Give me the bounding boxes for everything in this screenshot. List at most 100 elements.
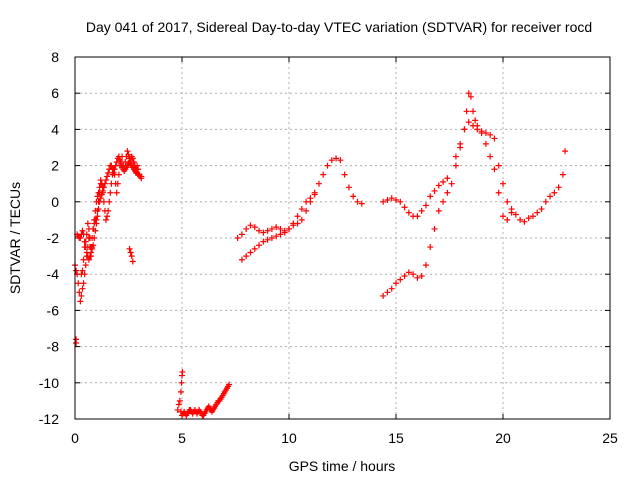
data-point	[491, 166, 498, 173]
data-point	[243, 253, 250, 260]
data-point	[562, 148, 569, 155]
data-point	[234, 235, 241, 241]
data-point	[294, 213, 301, 220]
y-tick-label: -2	[47, 230, 60, 246]
data-point	[103, 216, 110, 223]
data-point	[107, 189, 114, 196]
data-point	[118, 160, 125, 167]
data-point	[84, 220, 91, 227]
y-tick-label: -4	[47, 266, 60, 282]
data-point	[380, 198, 387, 205]
data-point	[73, 267, 80, 274]
data-point	[422, 262, 429, 269]
data-point	[103, 177, 110, 184]
plot-frame	[74, 56, 611, 420]
data-point	[113, 189, 120, 196]
data-point	[111, 166, 118, 173]
data-point	[538, 206, 545, 213]
data-point	[177, 388, 184, 395]
data-point	[115, 153, 122, 160]
data-point	[341, 171, 348, 178]
data-point	[482, 140, 489, 147]
data-point	[384, 196, 391, 203]
data-point	[487, 131, 494, 138]
data-point	[337, 157, 344, 164]
data-point	[78, 292, 85, 299]
data-point	[418, 273, 425, 280]
data-point	[393, 196, 399, 203]
data-point	[277, 225, 284, 232]
data-point	[92, 227, 99, 234]
data-point	[226, 381, 233, 388]
data-point	[410, 271, 417, 278]
data-point	[128, 253, 135, 260]
data-point	[315, 180, 322, 187]
data-point	[97, 177, 104, 184]
data-point	[427, 193, 434, 200]
data-point	[79, 285, 86, 292]
data-point	[80, 231, 87, 238]
data-point	[495, 189, 502, 196]
y-axis-label: SDTVAR / TECUs	[7, 182, 23, 294]
data-point	[435, 207, 442, 214]
data-point	[260, 238, 267, 245]
data-point	[452, 162, 459, 169]
data-point	[86, 253, 93, 260]
x-tick-label: 25	[602, 430, 618, 446]
data-point	[174, 406, 181, 413]
y-tick-label: -6	[47, 302, 60, 318]
data-point	[81, 238, 88, 245]
data-point	[238, 231, 245, 238]
y-tick-label: -8	[47, 339, 60, 355]
series-group	[234, 155, 365, 263]
data-points	[72, 90, 569, 419]
x-tick-label: 0	[71, 430, 79, 446]
data-point	[350, 193, 357, 200]
data-point	[508, 206, 515, 213]
data-point	[448, 180, 455, 187]
data-point	[94, 193, 101, 200]
data-point	[472, 117, 479, 124]
data-point	[260, 229, 267, 236]
data-point	[251, 224, 258, 231]
data-point	[179, 368, 186, 375]
data-point	[303, 198, 310, 205]
data-point	[358, 200, 365, 207]
data-point	[105, 207, 112, 214]
data-point	[298, 206, 305, 213]
data-point	[115, 171, 122, 178]
x-tick-label: 10	[281, 430, 297, 446]
data-point	[91, 216, 98, 223]
data-point	[542, 198, 549, 205]
data-point	[286, 225, 292, 232]
data-point	[82, 262, 89, 269]
data-point	[256, 242, 263, 249]
data-point	[388, 285, 395, 292]
data-point	[397, 198, 404, 205]
data-point	[85, 256, 92, 263]
data-point	[478, 128, 485, 135]
grid-lines	[75, 57, 610, 419]
data-point	[491, 135, 498, 142]
data-point	[298, 216, 305, 223]
data-point	[178, 379, 185, 386]
data-point	[273, 224, 280, 231]
series-group	[174, 368, 233, 419]
y-tick-labels: -12 -10 -8 -6 -4 -2 0 2 4 6 8	[39, 49, 59, 427]
data-point	[307, 195, 314, 202]
data-point	[320, 171, 327, 178]
x-tick-label: 5	[178, 430, 186, 446]
data-point	[82, 244, 89, 251]
data-point	[247, 249, 254, 256]
data-point	[482, 130, 489, 137]
data-point	[138, 173, 145, 180]
data-point	[551, 189, 558, 196]
data-point	[354, 198, 361, 205]
data-point	[290, 220, 297, 227]
data-point	[105, 169, 112, 176]
data-point	[251, 245, 258, 252]
data-point	[268, 235, 275, 241]
data-point	[547, 193, 554, 200]
data-point	[134, 162, 141, 169]
y-tick-label: 8	[51, 49, 59, 65]
